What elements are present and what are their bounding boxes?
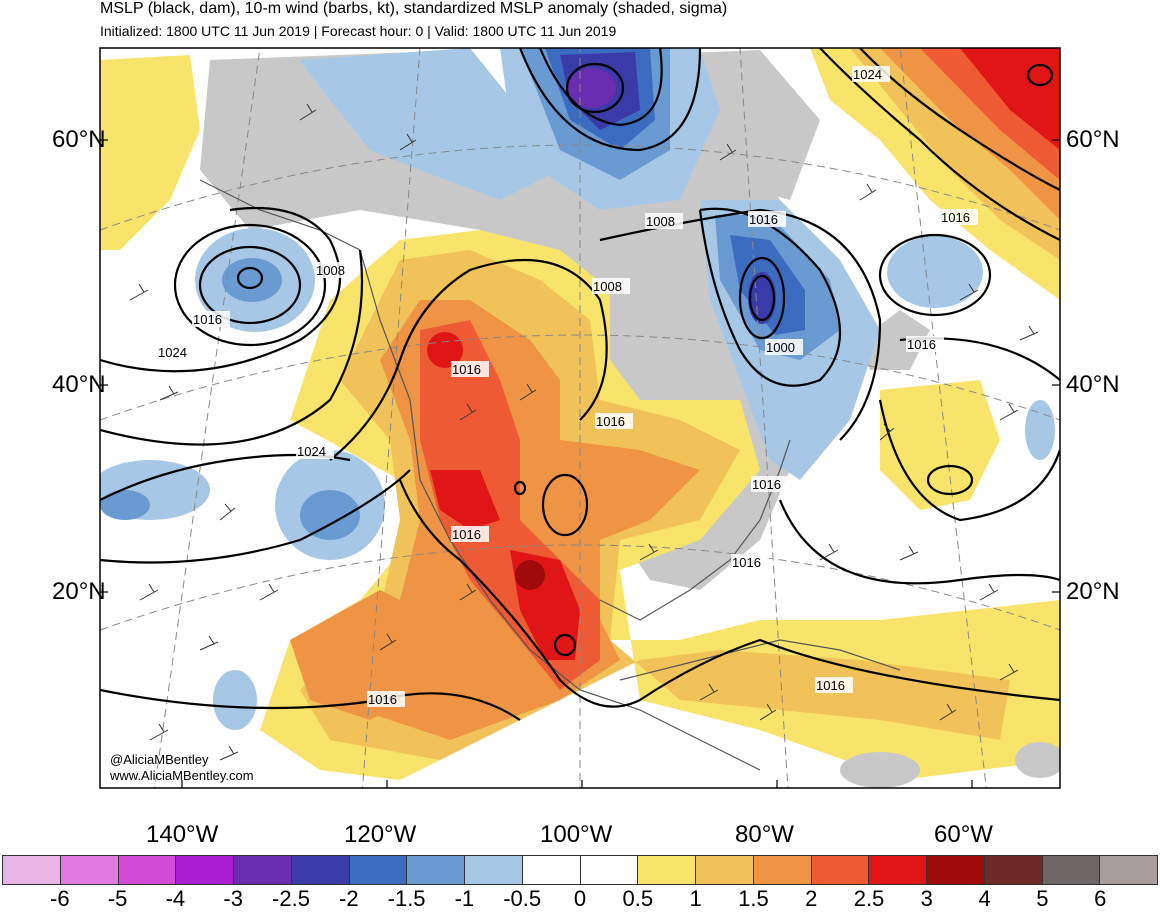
map-title: MSLP (black, dam), 10-m wind (barbs, kt)…	[100, 0, 728, 17]
credit-website: www.AliciaMBentley.com	[110, 768, 254, 783]
anomaly-red-1	[430, 470, 500, 530]
colorbar-label: -3	[223, 886, 243, 911]
colorbar-label: -1.5	[387, 886, 426, 911]
colorbar-swatch	[869, 856, 927, 884]
lon-label-100w: 100°W	[540, 821, 613, 848]
colorbar-label: 2	[805, 886, 818, 911]
colorbar-label: -5	[107, 886, 128, 911]
anomaly-gray-south	[840, 752, 920, 788]
colorbar-label: 6	[1094, 886, 1107, 911]
colorbar-swatch	[984, 856, 1043, 884]
anomaly-yellow-nw	[100, 55, 200, 250]
map-frame	[99, 47, 1061, 789]
colorbar-swatch	[638, 856, 696, 884]
anomaly-blue-labrador	[887, 236, 983, 308]
colorbar-swatch	[696, 856, 754, 884]
anomaly-blue-atlantic	[1025, 400, 1055, 460]
lat-label-40n-right: 40°N	[1066, 371, 1120, 398]
anomaly-blue-quebec-4	[748, 272, 776, 324]
map-subtitle: Initialized: 1800 UTC 11 Jun 2019 | Fore…	[100, 23, 617, 39]
isobar-label: 1016	[452, 362, 481, 377]
colorbar-label: 1	[689, 886, 702, 911]
colorbar-swatch	[522, 856, 581, 884]
colorbar-label: 1.5	[738, 886, 769, 911]
lon-label-80w: 80°W	[735, 821, 794, 848]
frame-ticks	[100, 139, 1060, 788]
colorbar-swatch	[1042, 856, 1101, 884]
lat-label-20n-left: 20°N	[52, 578, 106, 605]
isobar-label: 1024	[158, 345, 187, 360]
colorbar-swatch	[465, 856, 523, 884]
colorbar-label: -2.5	[272, 886, 310, 911]
colorbar-swatch	[349, 856, 408, 884]
isobar-label: 1016	[193, 312, 222, 327]
lat-label-40n-left: 40°N	[52, 371, 106, 398]
anomaly-blue-gulf-alaska-2	[222, 258, 282, 302]
isobar-label: 1000	[766, 340, 795, 355]
anomaly-blue-south	[213, 670, 257, 730]
lat-label-60n-left: 60°N	[52, 126, 106, 153]
colorbar-label: 4	[978, 886, 991, 911]
isobar-label: 1016	[907, 337, 936, 352]
wind-barbs	[129, 103, 1039, 761]
colorbar-swatch	[118, 856, 177, 884]
anomaly-gray-south-2	[1015, 742, 1060, 778]
colorbar	[2, 855, 1158, 885]
anomaly-red-3	[427, 332, 463, 368]
colorbar-label: -4	[165, 886, 186, 911]
colorbar-label: -2	[339, 886, 359, 911]
isobar-label: 1016	[368, 692, 397, 707]
colorbar-swatch	[811, 856, 870, 884]
isobar-label: 1008	[316, 263, 345, 278]
isobar-label: 1024	[297, 444, 326, 459]
anomaly-blue-alaska	[300, 48, 560, 200]
isobar-label: 1016	[752, 477, 781, 492]
lon-label-60w: 60°W	[934, 821, 993, 848]
anomaly-blue-pacific-2	[300, 490, 360, 540]
isobar-label: 1024	[853, 67, 882, 82]
anomaly-blue-westpac-2	[100, 490, 150, 520]
colorbar-label: 3	[920, 886, 933, 911]
graticule	[100, 48, 1060, 788]
anomaly-yellow-atlantic	[880, 380, 1000, 510]
isobar-label: 1016	[816, 678, 845, 693]
isobar-label: 1016	[452, 527, 481, 542]
lat-label-60n-right: 60°N	[1066, 126, 1120, 153]
colorbar-swatch	[407, 856, 465, 884]
isobar-label: 1016	[749, 212, 778, 227]
colorbar-label: -6	[50, 886, 70, 911]
coastlines	[199, 179, 901, 771]
colorbar-swatch	[753, 856, 812, 884]
lon-label-120w: 120°W	[344, 821, 417, 848]
isobar-label: 1016	[732, 555, 761, 570]
colorbar-label: 0	[573, 886, 587, 911]
colorbar-swatch	[3, 856, 61, 884]
colorbar-label: -0.5	[503, 886, 542, 911]
anomaly-red-ne-2	[960, 48, 1060, 150]
colorbar-label: 5	[1036, 886, 1049, 911]
anomaly-darkred	[515, 560, 545, 590]
isobar-label: 1016	[596, 414, 625, 429]
lon-label-140w: 140°W	[146, 821, 219, 848]
isobar-label: 1008	[646, 214, 675, 229]
colorbar-label: -1	[454, 886, 475, 911]
colorbar-swatch	[234, 856, 292, 884]
colorbar-label: 0.5	[622, 886, 654, 911]
colorbar-swatch	[176, 856, 234, 884]
colorbar-swatch	[927, 856, 985, 884]
colorbar-label: 2.5	[853, 886, 885, 911]
colorbar-swatch	[1100, 856, 1157, 884]
colorbar-swatch	[580, 856, 639, 884]
isobars	[100, 48, 1060, 721]
colorbar-labels: -6 -5 -4 -3 -2.5 -2 -1.5 -1 -0.5 0 0.5 1 1.5 2 2.5 3 4 5 6	[2, 887, 1158, 911]
lat-label-20n-right: 20°N	[1066, 578, 1120, 605]
isobar-label: 1016	[941, 210, 970, 225]
colorbar-swatch	[291, 856, 350, 884]
colorbar-swatch	[60, 856, 119, 884]
anomaly-orange-pacific	[290, 590, 440, 720]
credit-handle: @AliciaMBentley	[110, 752, 209, 767]
isobar-label: 1008	[593, 279, 622, 294]
isobar-label-group: 1024 1008 1016 1016 1008 1008 1016 1016 …	[157, 66, 978, 707]
